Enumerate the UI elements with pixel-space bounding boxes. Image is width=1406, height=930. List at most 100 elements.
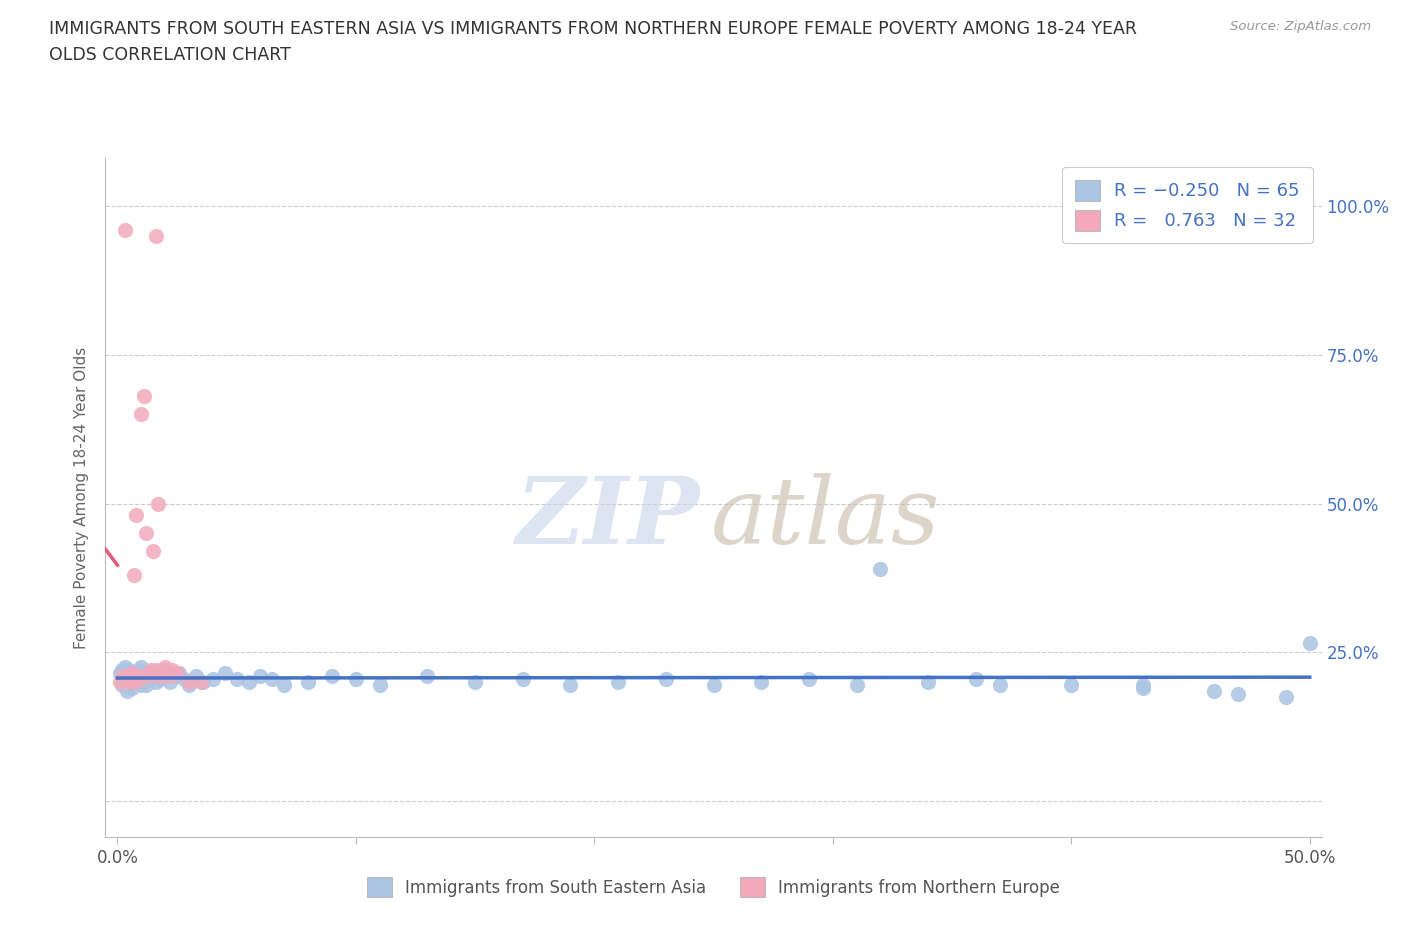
Point	[149, 671, 172, 686]
Point	[273, 678, 295, 693]
Point	[135, 678, 157, 693]
Point	[115, 675, 138, 690]
Point	[149, 669, 172, 684]
Point	[1060, 678, 1083, 693]
Point	[146, 496, 169, 511]
Point	[749, 675, 772, 690]
Point	[225, 671, 247, 686]
Point	[159, 669, 181, 684]
Point	[201, 671, 224, 686]
Point	[368, 678, 391, 693]
Point	[139, 663, 162, 678]
Point	[177, 675, 200, 690]
Point	[129, 669, 152, 684]
Point	[121, 666, 143, 681]
Point	[1132, 678, 1154, 693]
Point	[138, 669, 160, 684]
Point	[655, 671, 678, 686]
Point	[607, 675, 630, 690]
Point	[132, 669, 155, 684]
Point	[702, 678, 725, 693]
Point	[114, 669, 136, 684]
Point	[111, 669, 134, 684]
Point	[138, 666, 160, 681]
Point	[115, 684, 138, 698]
Point	[344, 671, 367, 686]
Point	[153, 660, 176, 675]
Point	[166, 666, 188, 681]
Point	[122, 675, 145, 690]
Point	[146, 666, 169, 681]
Point	[512, 671, 534, 686]
Point	[142, 544, 165, 559]
Point	[118, 669, 141, 684]
Point	[173, 671, 195, 686]
Point	[129, 660, 152, 675]
Point	[1275, 690, 1298, 705]
Point	[125, 669, 148, 684]
Point	[797, 671, 820, 686]
Point	[111, 678, 134, 693]
Point	[118, 663, 141, 678]
Point	[122, 671, 145, 686]
Point	[129, 678, 152, 693]
Point	[169, 666, 191, 681]
Point	[111, 663, 134, 678]
Text: ZIP: ZIP	[515, 473, 699, 563]
Point	[163, 669, 186, 684]
Point	[108, 675, 131, 690]
Point	[869, 562, 891, 577]
Point	[122, 567, 145, 582]
Point	[1299, 636, 1322, 651]
Point	[118, 675, 141, 690]
Point	[193, 675, 215, 690]
Point	[114, 222, 136, 237]
Point	[965, 671, 987, 686]
Point	[1204, 684, 1226, 698]
Point	[145, 228, 167, 243]
Text: OLDS CORRELATION CHART: OLDS CORRELATION CHART	[49, 46, 291, 64]
Point	[560, 678, 582, 693]
Point	[125, 508, 148, 523]
Point	[160, 663, 183, 678]
Point	[108, 666, 131, 681]
Point	[845, 678, 868, 693]
Point	[128, 671, 150, 686]
Point	[249, 669, 271, 684]
Point	[125, 675, 148, 690]
Point	[135, 525, 157, 540]
Point	[145, 663, 167, 678]
Point	[184, 669, 207, 684]
Point	[139, 671, 162, 686]
Y-axis label: Female Poverty Among 18-24 Year Olds: Female Poverty Among 18-24 Year Olds	[75, 347, 90, 649]
Point	[152, 669, 174, 684]
Point	[142, 669, 165, 684]
Text: Source: ZipAtlas.com: Source: ZipAtlas.com	[1230, 20, 1371, 33]
Point	[297, 675, 319, 690]
Point	[115, 669, 138, 684]
Point	[121, 681, 143, 696]
Point	[988, 678, 1011, 693]
Text: IMMIGRANTS FROM SOUTH EASTERN ASIA VS IMMIGRANTS FROM NORTHERN EUROPE FEMALE POV: IMMIGRANTS FROM SOUTH EASTERN ASIA VS IM…	[49, 20, 1137, 38]
Point	[1227, 686, 1250, 701]
Text: atlas: atlas	[711, 473, 941, 563]
Point	[153, 666, 176, 681]
Point	[149, 666, 172, 681]
Point	[238, 675, 260, 690]
Point	[121, 666, 143, 681]
Point	[917, 675, 939, 690]
Point	[152, 663, 174, 678]
Point	[114, 660, 136, 675]
Point	[464, 675, 486, 690]
Point	[177, 678, 200, 693]
Point	[128, 663, 150, 678]
Point	[132, 389, 155, 404]
Point	[159, 675, 181, 690]
Point	[129, 406, 152, 421]
Point	[1132, 681, 1154, 696]
Point	[145, 675, 167, 690]
Point	[416, 669, 439, 684]
Point	[190, 675, 212, 690]
Point	[142, 666, 165, 681]
Point	[156, 666, 179, 681]
